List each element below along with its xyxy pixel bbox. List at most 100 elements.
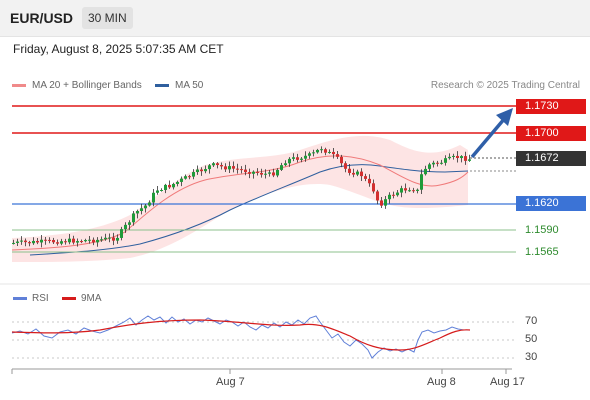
candle-body bbox=[356, 171, 359, 175]
candle-body bbox=[368, 178, 371, 184]
candle-body bbox=[468, 159, 471, 161]
candle-body bbox=[236, 168, 239, 170]
candle-body bbox=[240, 169, 243, 171]
candle-body bbox=[304, 155, 307, 159]
support-1-label: 1.1590 bbox=[525, 224, 559, 236]
candle-body bbox=[460, 156, 463, 159]
candle-body bbox=[332, 151, 335, 155]
interval-badge[interactable]: 30 MIN bbox=[82, 7, 133, 29]
candle-body bbox=[276, 169, 279, 176]
x-tick-aug8: Aug 8 bbox=[427, 376, 456, 388]
candle-body bbox=[112, 237, 115, 241]
rsi-axis-50: 50 bbox=[525, 333, 538, 345]
candle-body bbox=[456, 155, 459, 159]
candle-body bbox=[320, 149, 323, 151]
candle-body bbox=[100, 239, 103, 241]
support-2-label: 1.1565 bbox=[525, 246, 559, 258]
candle-body bbox=[204, 169, 207, 172]
candle-body bbox=[360, 171, 363, 177]
ma50-line bbox=[29, 164, 469, 256]
candle-body bbox=[396, 192, 399, 196]
candle-body bbox=[96, 239, 99, 243]
pivot-label: 1.1620 bbox=[516, 196, 586, 211]
candle-body bbox=[140, 208, 143, 212]
candle-body bbox=[72, 238, 75, 243]
candle-body bbox=[12, 242, 15, 244]
bollinger-band bbox=[12, 135, 468, 262]
candle-body bbox=[144, 205, 147, 209]
candle-body bbox=[116, 237, 119, 241]
candle-body bbox=[164, 184, 167, 190]
candle-body bbox=[308, 153, 311, 156]
candle-body bbox=[328, 151, 331, 153]
candle-body bbox=[404, 188, 407, 191]
candle-body bbox=[256, 171, 259, 173]
x-tick-aug17: Aug 17 bbox=[490, 376, 525, 388]
candle-body bbox=[392, 194, 395, 196]
candle-body bbox=[352, 172, 355, 175]
candle-body bbox=[52, 240, 55, 243]
candle-body bbox=[208, 165, 211, 170]
candle-body bbox=[412, 190, 415, 192]
legend-ma50: MA 50 bbox=[155, 80, 203, 91]
last-price-label: 1.1672 bbox=[516, 151, 586, 166]
candle-body bbox=[272, 172, 275, 176]
candle-body bbox=[384, 199, 387, 206]
candle-body bbox=[452, 155, 455, 157]
candle-body bbox=[376, 191, 379, 201]
candle-body bbox=[348, 168, 351, 173]
candle-body bbox=[400, 188, 403, 193]
candle-body bbox=[60, 241, 63, 244]
candle-body bbox=[136, 211, 139, 214]
candle-body bbox=[336, 154, 339, 157]
candle-body bbox=[48, 239, 51, 241]
candle-body bbox=[288, 158, 291, 164]
candle-body bbox=[372, 183, 375, 192]
copyright-text: Research © 2025 Trading Central bbox=[430, 80, 580, 91]
candle-body bbox=[420, 174, 423, 190]
candle-body bbox=[280, 165, 283, 170]
projection-arrow-icon bbox=[470, 108, 513, 159]
candle-body bbox=[424, 168, 427, 175]
candle-body bbox=[244, 169, 247, 173]
rsi-ma-line bbox=[11, 319, 471, 351]
candle-body bbox=[192, 172, 195, 177]
candle-body bbox=[296, 157, 299, 160]
candle-body bbox=[416, 189, 419, 191]
candle-body bbox=[180, 178, 183, 182]
candle-body bbox=[364, 176, 367, 179]
candle-body bbox=[16, 241, 19, 243]
candle-body bbox=[252, 171, 255, 174]
legend-rsi-ma-label: 9MA bbox=[81, 293, 102, 304]
candle-body bbox=[300, 158, 303, 160]
candle-body bbox=[232, 166, 235, 169]
candle-body bbox=[64, 241, 67, 243]
rsi-axis-30: 30 bbox=[525, 351, 538, 363]
legend-ma50-label: MA 50 bbox=[175, 80, 204, 91]
rsi-line bbox=[11, 315, 470, 359]
candle-body bbox=[228, 166, 231, 170]
candle-body bbox=[448, 156, 451, 159]
candle-body bbox=[220, 165, 223, 167]
candle-body bbox=[432, 162, 435, 165]
candle-body bbox=[380, 200, 383, 206]
candle-body bbox=[128, 222, 131, 225]
candle-body bbox=[92, 239, 95, 243]
candle-body bbox=[108, 237, 111, 239]
candle-body bbox=[388, 194, 391, 200]
candle-body bbox=[28, 242, 31, 244]
candle-body bbox=[168, 184, 171, 188]
candle-body bbox=[24, 240, 27, 243]
candle-body bbox=[32, 240, 35, 244]
chart-header: EUR/USD 30 MIN bbox=[0, 0, 590, 37]
candle-body bbox=[20, 240, 23, 242]
timestamp: Friday, August 8, 2025 5:07:35 AM CET bbox=[13, 42, 224, 56]
candle-body bbox=[324, 149, 327, 153]
legend-ma20: MA 20 + Bollinger Bands bbox=[12, 80, 142, 91]
candle-body bbox=[160, 189, 163, 191]
candle-body bbox=[76, 241, 79, 243]
symbol-label[interactable]: EUR/USD bbox=[10, 10, 74, 26]
candle-body bbox=[264, 173, 267, 175]
candle-body bbox=[344, 163, 347, 169]
